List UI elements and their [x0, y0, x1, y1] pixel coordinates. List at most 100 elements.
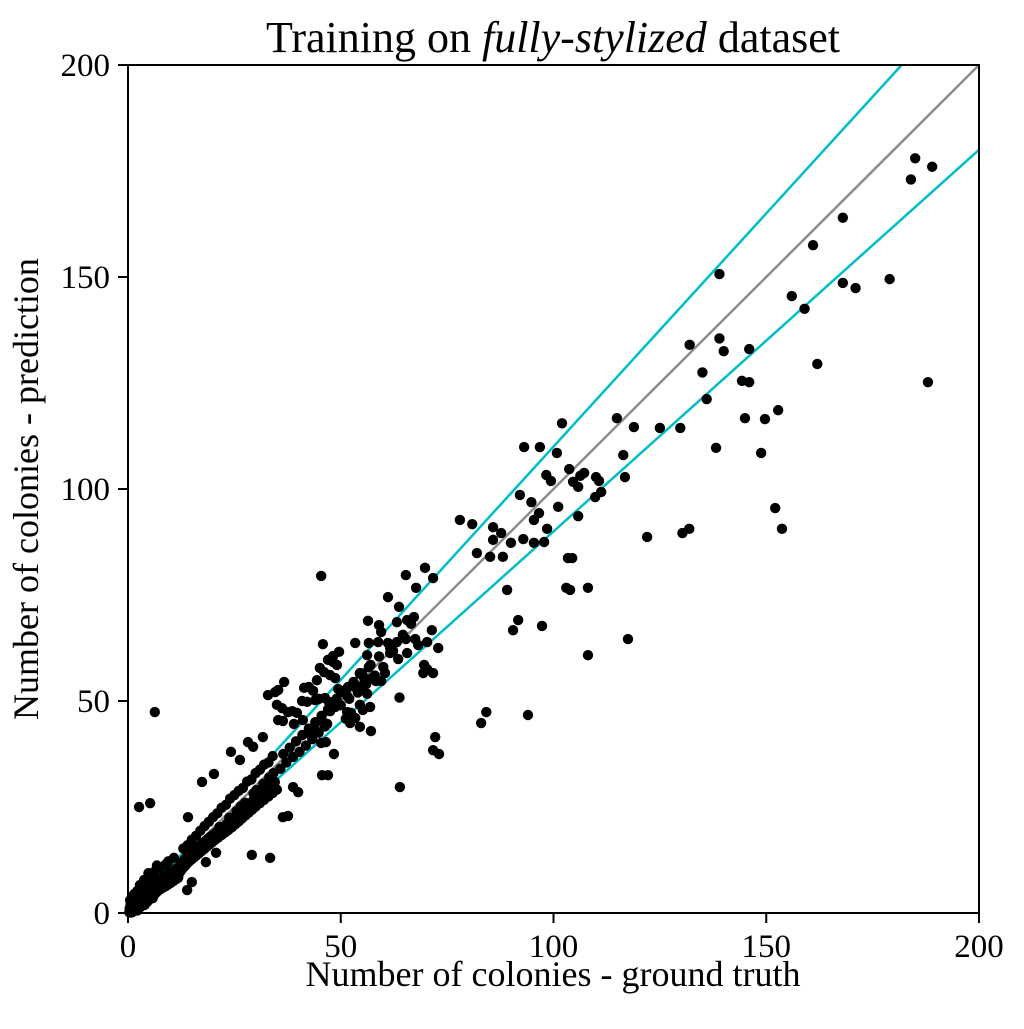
data-point — [317, 638, 329, 650]
y-tick-label: 50 — [77, 684, 110, 720]
data-point — [224, 793, 236, 804]
data-point — [322, 770, 334, 781]
data-point — [755, 447, 767, 459]
data-point — [288, 718, 300, 730]
data-point — [807, 240, 819, 251]
data-point — [369, 670, 380, 681]
data-point — [216, 802, 227, 814]
data-point — [567, 552, 578, 564]
data-point — [419, 562, 431, 574]
data-point — [534, 441, 546, 453]
data-point — [837, 212, 849, 223]
data-point — [331, 659, 343, 671]
data-point — [776, 523, 788, 535]
data-point — [701, 393, 712, 405]
data-point — [267, 750, 278, 762]
data-point — [168, 852, 180, 864]
data-point — [284, 742, 295, 753]
x-tick-label: 200 — [954, 929, 1004, 965]
data-point — [497, 551, 509, 563]
data-point — [293, 786, 304, 798]
data-point — [143, 867, 154, 879]
data-point — [454, 514, 466, 526]
data-point — [410, 582, 422, 593]
chart-title-prefix: Training on — [266, 13, 482, 62]
data-point — [572, 481, 584, 493]
data-point — [394, 692, 405, 703]
data-point — [348, 676, 359, 688]
data-point — [298, 682, 310, 694]
data-point — [246, 849, 258, 861]
data-point — [418, 659, 430, 671]
axes-spines — [127, 64, 980, 914]
data-point — [297, 729, 308, 741]
data-point — [186, 876, 198, 888]
data-point — [772, 404, 784, 416]
data-point — [405, 618, 417, 630]
data-point — [501, 584, 513, 596]
data-point — [471, 547, 483, 559]
data-point — [257, 731, 269, 743]
data-point — [361, 650, 373, 661]
data-point — [372, 636, 384, 648]
data-point — [514, 489, 526, 501]
data-point — [909, 153, 921, 164]
data-point — [744, 343, 755, 355]
data-point — [391, 636, 403, 648]
data-point — [427, 572, 439, 584]
data-point — [330, 672, 341, 684]
data-point — [208, 768, 220, 780]
y-axis-label: Number of colonies - prediction — [6, 258, 46, 720]
y-tick-label: 150 — [61, 260, 111, 296]
data-point — [744, 376, 755, 388]
data-point — [392, 653, 404, 665]
data-point — [384, 647, 396, 659]
data-point — [641, 531, 653, 543]
data-point — [278, 676, 290, 688]
data-point — [303, 723, 315, 734]
data-point — [538, 536, 550, 548]
data-point — [512, 614, 524, 626]
data-point — [528, 514, 540, 526]
data-point — [282, 706, 294, 718]
data-point — [361, 678, 372, 690]
data-point — [556, 418, 568, 429]
data-point — [247, 741, 259, 752]
data-point — [582, 650, 594, 661]
data-point — [595, 486, 607, 498]
data-point — [151, 860, 163, 871]
data-point — [475, 717, 487, 729]
data-point — [518, 533, 529, 545]
data-point — [316, 710, 327, 722]
data-point — [354, 721, 366, 733]
data-point — [926, 161, 938, 172]
data-point — [234, 754, 246, 766]
data-point — [361, 688, 373, 699]
x-tick-label: 150 — [742, 929, 792, 965]
data-point — [362, 615, 374, 627]
data-point — [224, 812, 235, 823]
data-point — [203, 816, 215, 828]
data-point — [684, 523, 695, 535]
data-point — [233, 785, 244, 797]
data-point — [356, 668, 368, 679]
data-point — [430, 731, 441, 743]
data-point — [382, 637, 394, 649]
data-point — [710, 442, 722, 454]
data-point — [391, 616, 403, 628]
data-point — [487, 521, 499, 533]
data-point — [718, 346, 729, 357]
data-point — [282, 810, 294, 822]
data-point — [357, 704, 369, 716]
data-point — [426, 624, 438, 636]
chart-title: Training on fully-stylized dataset — [266, 13, 840, 62]
data-point — [628, 421, 640, 433]
data-point — [410, 633, 421, 645]
data-point — [319, 721, 331, 732]
data-point — [181, 884, 193, 896]
data-point — [400, 633, 412, 645]
data-point — [400, 569, 412, 581]
data-point — [264, 852, 276, 864]
data-point — [307, 685, 319, 697]
